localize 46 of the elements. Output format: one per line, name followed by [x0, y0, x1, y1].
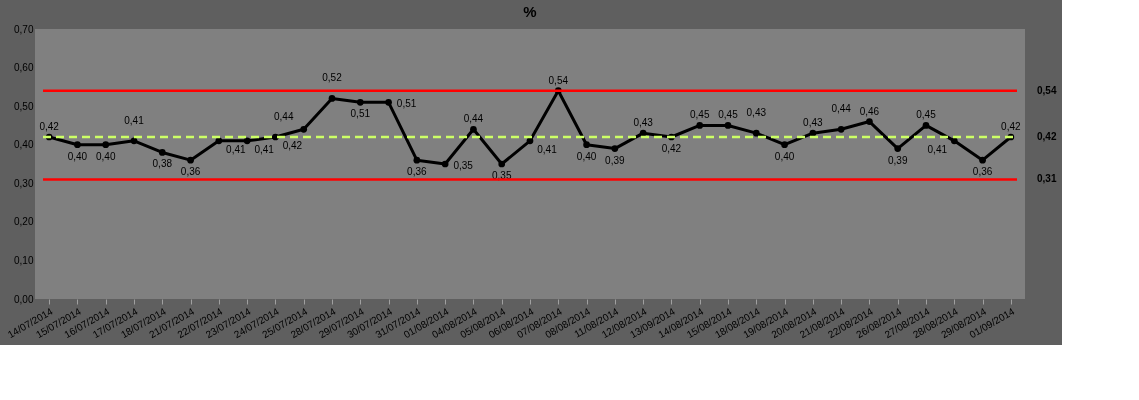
data-label: 0,42 — [1001, 121, 1022, 132]
data-label: 0,39 — [605, 154, 626, 166]
data-label: 0,42 — [39, 121, 60, 132]
y-tick-label: 0,50 — [14, 100, 34, 112]
data-label: 0,40 — [95, 150, 116, 162]
data-label: 0,41 — [927, 143, 948, 155]
data-label: 0,44 — [831, 103, 852, 115]
data-label: 0,44 — [463, 113, 484, 125]
data-label: 0,43 — [746, 107, 767, 119]
y-tick-label: 0,30 — [14, 177, 34, 189]
data-label: 0,39 — [887, 154, 908, 166]
data-label: 0,44 — [273, 111, 294, 123]
data-label: 0,41 — [537, 143, 558, 155]
data-label: 0,51 — [350, 108, 371, 120]
data-label: 0,40 — [576, 150, 597, 162]
data-label: 0,51 — [396, 98, 417, 110]
data-label: 0,40 — [774, 150, 795, 162]
data-label: 0,36 — [180, 166, 201, 178]
data-label: 0,36 — [407, 166, 428, 178]
data-label: 0,40 — [67, 150, 88, 162]
data-label: 0,41 — [124, 114, 145, 126]
data-label: 0,35 — [453, 160, 474, 171]
y-tick-label: 0,60 — [14, 62, 34, 74]
data-label: 0,36 — [972, 166, 993, 178]
data-label: 0,45 — [689, 109, 710, 121]
data-label: 0,41 — [254, 143, 275, 155]
data-label: 0,46 — [859, 105, 880, 117]
data-label: 0,42 — [282, 140, 303, 151]
y-tick-label: 0,40 — [14, 139, 34, 151]
data-label: 0,38 — [152, 158, 173, 170]
ref-line-label: 0,54 — [1037, 84, 1057, 96]
ref-line-label: 0,31 — [1037, 173, 1057, 185]
data-label: 0,54 — [548, 74, 569, 86]
data-label: 0,43 — [633, 117, 654, 129]
y-tick-label: 0,00 — [14, 293, 34, 305]
y-tick-label: 0,20 — [14, 216, 34, 228]
data-label: 0,45 — [718, 109, 739, 121]
chart-title: % — [523, 3, 537, 20]
data-label: 0,41 — [226, 143, 247, 155]
data-label: 0,43 — [803, 117, 824, 129]
data-label: 0,45 — [916, 109, 937, 121]
y-tick-label: 0,70 — [14, 23, 34, 35]
y-tick-label: 0,10 — [14, 254, 34, 266]
data-label: 0,52 — [322, 72, 343, 84]
ref-line-label: 0,42 — [1037, 131, 1057, 142]
data-label: 0,42 — [661, 143, 682, 154]
